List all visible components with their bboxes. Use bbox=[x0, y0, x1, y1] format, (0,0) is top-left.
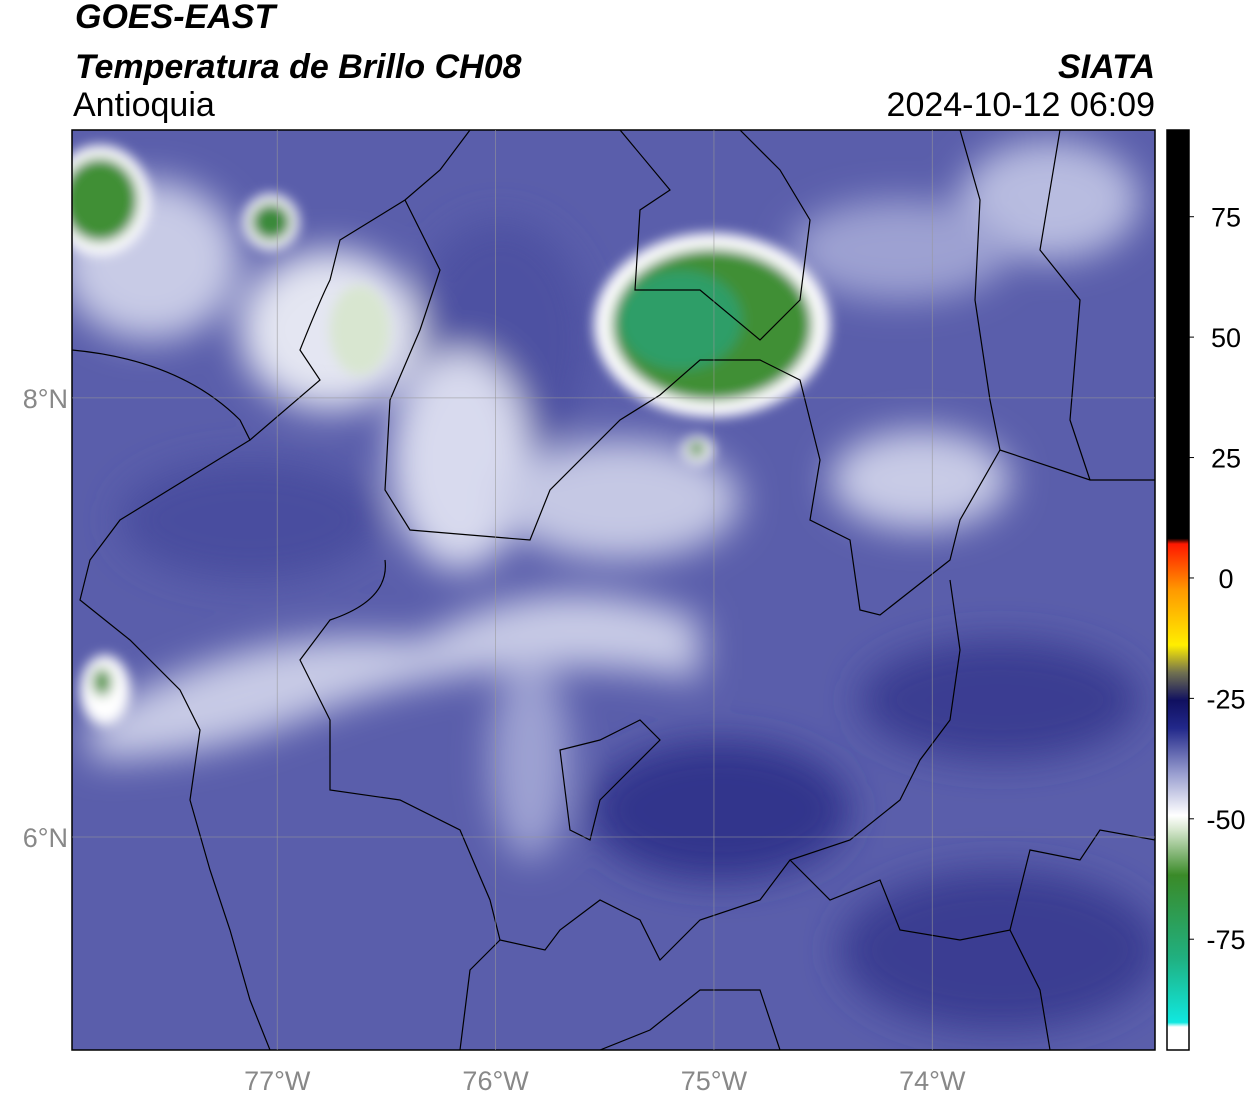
subtitle: Temperatura de Brillo CH08 bbox=[75, 48, 522, 86]
region: Antioquia bbox=[73, 86, 215, 124]
source: SIATA bbox=[1058, 48, 1155, 86]
y-tick-label: 6°N bbox=[23, 823, 68, 853]
satellite-image bbox=[72, 130, 1155, 1050]
datetime: 2024-10-12 06:09 bbox=[887, 86, 1155, 124]
colorbar-tick-label: -75 bbox=[1206, 925, 1245, 955]
colorbar-tick-label: -50 bbox=[1206, 805, 1245, 835]
colorbar-tick-label: 0 bbox=[1218, 564, 1233, 594]
y-tick-label: 8°N bbox=[23, 384, 68, 414]
x-tick-label: 75°W bbox=[681, 1066, 748, 1096]
colorbar-tick-label: 75 bbox=[1211, 203, 1241, 233]
colorbar bbox=[1166, 129, 1190, 1051]
x-tick-label: 76°W bbox=[462, 1066, 529, 1096]
x-tick-label: 77°W bbox=[244, 1066, 311, 1096]
title: GOES-EAST bbox=[75, 0, 278, 36]
x-tick-label: 74°W bbox=[899, 1066, 966, 1096]
colorbar-tick-label: 50 bbox=[1211, 323, 1241, 353]
colorbar-tick-label: 25 bbox=[1211, 444, 1241, 474]
map-frame bbox=[71, 129, 1156, 1051]
borders bbox=[72, 130, 1155, 1050]
colorbar-tick-label: -25 bbox=[1206, 684, 1245, 714]
